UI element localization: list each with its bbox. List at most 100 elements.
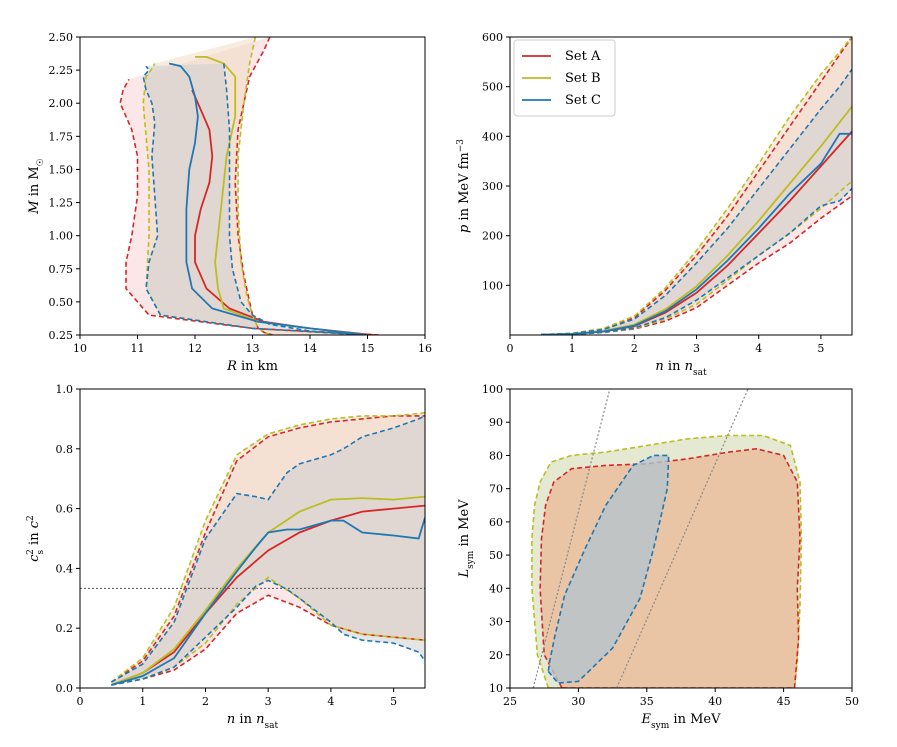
el-axes-frame bbox=[509, 388, 853, 689]
set-b-lower-bound bbox=[111, 576, 425, 686]
cs-axes-frame bbox=[79, 388, 426, 689]
mr-xtick-label: 15 bbox=[361, 342, 375, 355]
cs-ytick-label: 0.2 bbox=[56, 622, 74, 635]
cs-plot-area bbox=[80, 412, 425, 686]
cs-ytick-label: 1.0 bbox=[56, 383, 74, 396]
reference-line-2 bbox=[616, 389, 749, 688]
el-ytick-label: 70 bbox=[489, 483, 503, 496]
set-c-contour bbox=[547, 454, 670, 684]
pn-xtick-label: 1 bbox=[569, 342, 576, 355]
el-xlabel: Esym in MeV bbox=[641, 712, 722, 731]
el-plot-area bbox=[531, 389, 803, 688]
cs-ytick-label: 0.4 bbox=[56, 562, 74, 575]
mr-ytick-label: 1.25 bbox=[49, 197, 74, 210]
cs-xtick-label: 5 bbox=[390, 695, 397, 708]
cs-xtick-label: 4 bbox=[327, 695, 334, 708]
set-c-median-line bbox=[111, 517, 425, 686]
set-c-upper-bound bbox=[111, 415, 425, 683]
mr-ytick-label: 0.50 bbox=[49, 296, 74, 309]
mr-ytick-label: 1.75 bbox=[49, 130, 74, 143]
set-a-upper-bound bbox=[110, 415, 425, 683]
panel-esym-lsym: 25 30 35 40 45 50 10 20 30 40 50 60 70 80 90 100 Esym in… bbox=[457, 383, 859, 731]
mr-ytick-label: 1.50 bbox=[49, 163, 74, 176]
mr-ytick-label: 0.25 bbox=[49, 329, 74, 342]
el-ytick-label: 100 bbox=[482, 383, 503, 396]
mr-xtick-label: 14 bbox=[303, 342, 317, 355]
mr-xtick-label: 13 bbox=[246, 342, 260, 355]
legend-label-set-a: Set A bbox=[565, 49, 601, 64]
el-ytick-label: 90 bbox=[489, 416, 503, 429]
mr-plot-area bbox=[119, 37, 380, 335]
pn-ytick-label: 200 bbox=[482, 230, 503, 243]
legend-label-set-c: Set C bbox=[565, 93, 601, 108]
el-xtick-label: 35 bbox=[640, 695, 654, 708]
cs-ytick-label: 0.6 bbox=[56, 503, 74, 516]
set-a-median-line bbox=[111, 504, 425, 686]
mr-xtick-label: 10 bbox=[73, 342, 87, 355]
set-c-median-line bbox=[168, 62, 368, 335]
pn-ylabel: p in MeV fm−3 bbox=[456, 139, 472, 233]
mr-ylabel: M in M☉ bbox=[27, 158, 46, 215]
set-c-upper-bound bbox=[223, 63, 368, 335]
panel-pressure-density: 0 1 2 3 4 5 100 200 300 400 500 600 n in nsat p in Me… bbox=[456, 31, 853, 378]
cs-ytick-label: 0.0 bbox=[56, 682, 74, 695]
set-a-lower-bound bbox=[111, 594, 425, 686]
set-b-upper-bound bbox=[110, 412, 425, 683]
panel-sound-speed: 0 1 2 3 4 5 0.0 0.2 0.4 0.6 0.8 1.0 n in nsat cs2 in … bbox=[26, 383, 426, 731]
legend-label-set-b: Set B bbox=[565, 71, 601, 86]
el-xtick-label: 40 bbox=[708, 695, 722, 708]
pn-ytick-label: 400 bbox=[482, 130, 503, 143]
mr-axes-frame bbox=[79, 36, 426, 336]
el-ylabel: Lsym in MeV bbox=[457, 499, 476, 579]
cs-xlabel: n in nsat bbox=[227, 712, 279, 731]
set-a-lower-bound bbox=[119, 79, 380, 335]
mr-xtick-label: 12 bbox=[188, 342, 202, 355]
el-xtick-label: 45 bbox=[777, 695, 791, 708]
el-ytick-label: 80 bbox=[489, 449, 503, 462]
pn-ytick-label: 500 bbox=[482, 81, 503, 94]
pn-xtick-label: 0 bbox=[507, 342, 514, 355]
mr-ytick-label: 2.25 bbox=[49, 64, 74, 77]
mr-ytick-label: 1.00 bbox=[49, 230, 74, 243]
pn-ytick-label: 600 bbox=[482, 31, 503, 44]
el-xtick-label: 50 bbox=[845, 695, 859, 708]
cs-xtick-label: 1 bbox=[139, 695, 146, 708]
el-ytick-label: 10 bbox=[489, 682, 503, 695]
set-c-upper-bound bbox=[541, 68, 852, 335]
mr-ytick-label: 2.50 bbox=[49, 31, 74, 44]
legend: Set A Set B Set C bbox=[513, 39, 616, 117]
el-ytick-label: 50 bbox=[489, 549, 503, 562]
set-c-lower-bound bbox=[142, 65, 368, 335]
cs-ylabel: cs2 in c2 bbox=[26, 515, 46, 561]
pn-ytick-label: 100 bbox=[482, 279, 503, 292]
reference-line-1 bbox=[532, 389, 611, 688]
el-xtick-label: 30 bbox=[571, 695, 585, 708]
set-c-median-line bbox=[541, 132, 852, 335]
mr-ytick-label: 0.75 bbox=[49, 263, 74, 276]
mr-ytick-label: 2.00 bbox=[49, 97, 74, 110]
pn-xtick-label: 3 bbox=[693, 342, 700, 355]
pn-xtick-label: 5 bbox=[817, 342, 824, 355]
panel-mass-radius: 10 11 12 13 14 15 16 0.25 0.50 0.75 1.00 1.25 1.50 1.… bbox=[27, 31, 432, 374]
mr-xlabel: R in km bbox=[226, 359, 278, 374]
mr-xtick-label: 11 bbox=[131, 342, 145, 355]
pn-xtick-label: 2 bbox=[631, 342, 638, 355]
cs-xtick-label: 3 bbox=[265, 695, 272, 708]
cs-xtick-label: 0 bbox=[77, 695, 84, 708]
pn-xlabel: n in nsat bbox=[655, 359, 707, 378]
pn-xtick-label: 4 bbox=[755, 342, 762, 355]
set-a-upper-bound bbox=[234, 37, 273, 335]
cs-xtick-label: 2 bbox=[202, 695, 209, 708]
legend-frame bbox=[513, 39, 616, 117]
pn-ytick-label: 300 bbox=[482, 180, 503, 193]
el-xtick-label: 25 bbox=[503, 695, 517, 708]
mr-xtick-label: 16 bbox=[418, 342, 432, 355]
pn-axes-frame bbox=[509, 36, 853, 336]
el-ytick-label: 60 bbox=[489, 516, 503, 529]
el-ytick-label: 20 bbox=[489, 649, 503, 662]
cs-ytick-label: 0.8 bbox=[56, 443, 74, 456]
set-c-band bbox=[143, 63, 368, 335]
el-ytick-label: 40 bbox=[489, 582, 503, 595]
el-ytick-label: 30 bbox=[489, 616, 503, 629]
